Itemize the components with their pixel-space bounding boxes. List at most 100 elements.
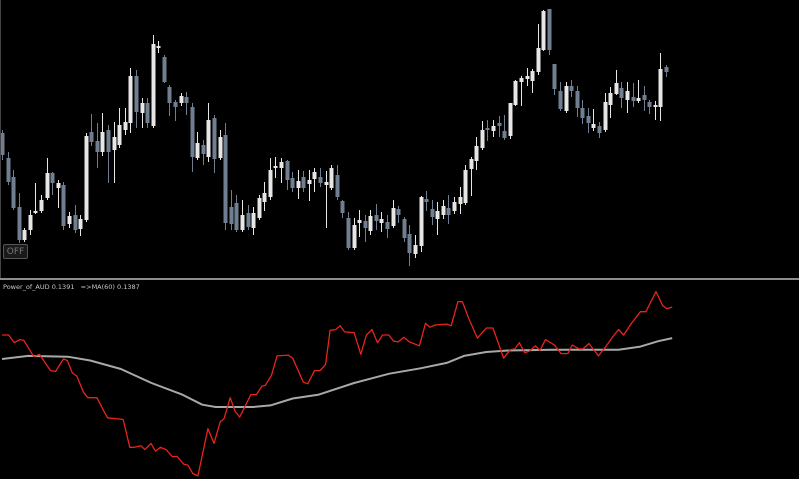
panel-separator[interactable] [0,278,799,280]
candle [446,195,451,224]
candle [106,125,111,183]
candle [591,109,596,131]
ma-value: 0.1387 [117,283,140,291]
bear-candle-body [407,234,412,253]
bear-candle-body [396,209,401,215]
bear-candle-body [0,133,5,155]
candle [391,200,396,228]
bear-candle-body [167,87,172,103]
bear-candle-body [190,107,195,157]
bear-candle-body [290,178,295,188]
bear-candle-body [485,128,490,130]
candle [547,9,552,55]
bear-candle-body [212,118,217,159]
bear-candle-body [201,145,206,154]
bear-candle-body [664,67,669,72]
bear-candle-body [162,57,167,82]
candle [558,82,563,111]
bear-candle-body [575,91,580,108]
candle [223,123,228,230]
candle [430,200,435,225]
candle [179,93,184,106]
bear-candle-body [558,91,563,109]
candle [89,114,94,146]
ma-name: =>MA(60) [80,283,115,291]
candle [234,195,239,232]
bear-candle-body [11,177,16,208]
off-button[interactable]: OFF [3,244,28,259]
bull-candle-body [419,197,424,246]
candle [368,210,373,235]
candle [502,115,507,140]
bull-candle-body [379,219,384,223]
candle [195,132,200,160]
bear-candle-body [106,130,111,152]
bear-candle-body [318,177,323,183]
candle [485,120,490,141]
candle [11,170,16,210]
candle [140,98,145,128]
bear-candle-body [89,132,94,142]
candle [324,171,329,228]
candle [352,218,357,250]
candle [575,86,580,117]
candle [631,83,636,107]
bull-candle-body [536,48,541,72]
bull-candle-body [519,78,524,82]
bear-candle-body [340,201,345,213]
candle [541,10,546,51]
bear-candle-body [597,126,602,133]
candle [151,35,156,128]
candle [608,87,613,118]
bull-candle-body [458,197,463,204]
bear-candle-body [6,158,11,182]
bull-candle-body [625,91,630,100]
candle [664,65,669,77]
candle [508,103,513,139]
bull-candle-body [112,137,117,150]
bull-candle-body [307,180,312,184]
candle [257,195,262,220]
candle [647,100,652,114]
candle [0,130,5,160]
bull-candle-body [240,215,245,230]
candle [268,158,273,200]
candle [424,191,429,211]
candle [402,217,407,242]
candle [385,215,390,238]
bull-candle-body [491,126,496,131]
candle [296,170,301,199]
bull-candle-body [508,103,513,136]
candle [173,100,178,121]
bull-candle-body [156,46,161,48]
bull-candle-body [435,211,440,219]
bear-candle-body [234,203,239,230]
candle [569,80,574,97]
bear-candle-body [580,108,585,118]
bear-candle-body [335,175,340,197]
bull-candle-body [39,200,44,211]
candle [162,55,167,83]
power-of-aud-line [2,290,673,477]
candle [374,204,379,230]
bull-candle-body [296,181,301,188]
candle [340,200,345,218]
bear-candle-body [430,209,435,217]
bull-candle-body [413,245,418,254]
candle [78,215,83,236]
bull-candle-body [368,216,373,231]
candle [474,137,479,170]
candle [597,122,602,138]
bear-candle-body [285,161,290,180]
candle [123,108,128,135]
bear-candle-body [446,208,451,215]
bear-candle-body [502,131,507,138]
bull-candle-body [140,103,145,113]
bear-candle-body [73,215,78,230]
bear-candle-body [95,141,100,152]
candle [586,108,591,133]
candle [33,183,38,214]
candle [642,86,647,111]
candle [190,103,195,172]
